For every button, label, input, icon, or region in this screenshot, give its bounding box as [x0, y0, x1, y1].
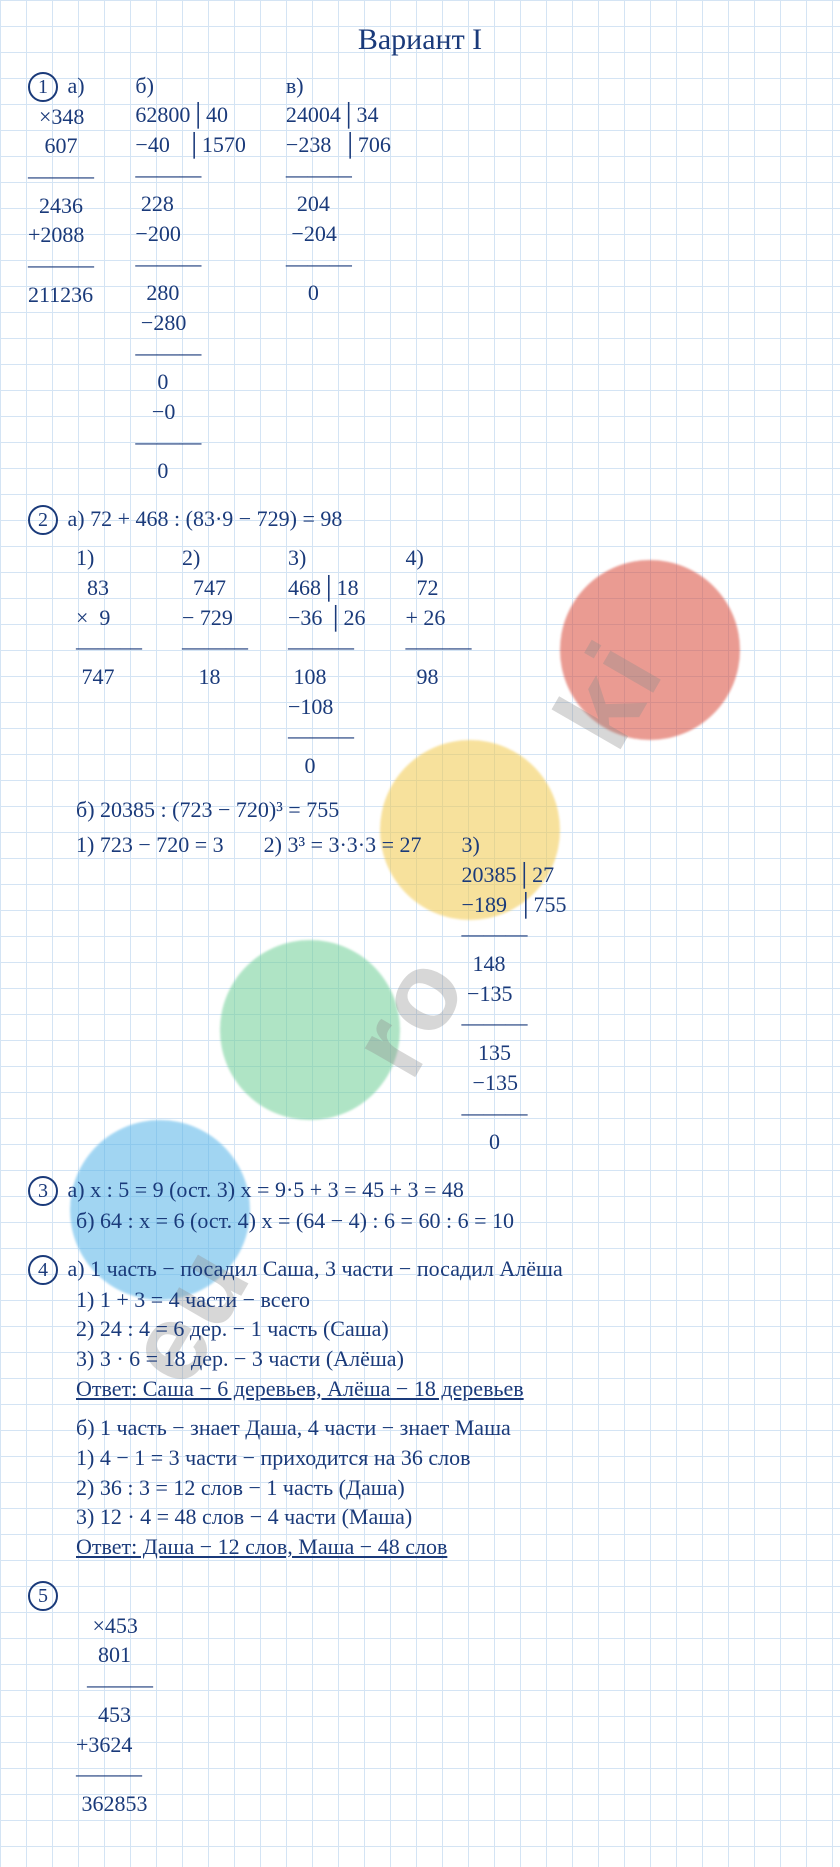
problem-4: 4 а) 1 часть − посадил Саша, 3 части − п…	[28, 1254, 812, 1562]
p2a-expr: 72 + 468 : (83·9 − 729) = 98	[90, 506, 342, 531]
p2b-step2: 2) 3³ = 3·3·3 = 27	[264, 830, 422, 860]
problem-1b: б) 62800│40 −40 │1570 ——— 228 −200 ——— 2…	[135, 71, 246, 487]
p4a-s2: 2) 24 : 4 = 6 дер. − 1 часть (Саша)	[76, 1314, 812, 1344]
p1b-label: б)	[135, 73, 154, 98]
p2a-step3-work: 468│18 −36 │26 ——— 108 −108 ——— 0	[288, 573, 366, 781]
p4b-answer: Ответ: Даша − 12 слов, Маша − 48 слов	[76, 1532, 812, 1562]
problem-number-3: 3	[28, 1176, 58, 1206]
p2a-step4-work: 72 + 26 ——— 98	[406, 573, 472, 692]
p1a-work: ×348 607 ——— 2436 +2088 ——— 211236	[28, 102, 95, 310]
p2b-step1: 1) 723 − 720 = 3	[76, 830, 224, 860]
p2a-step2: 2) 747 − 729 ——— 18	[182, 543, 248, 691]
p4a-answer: Ответ: Саша − 6 деревьев, Алёша − 18 дер…	[76, 1374, 812, 1404]
problem-number-4: 4	[28, 1255, 58, 1285]
p2a-label: а)	[68, 506, 85, 531]
p2a-step1-label: 1)	[76, 545, 94, 570]
p4a-header: а) 1 часть − посадил Саша, 3 части − пос…	[68, 1256, 563, 1281]
problem-2: 2 а) 72 + 468 : (83·9 − 729) = 98 1) 83 …	[28, 504, 812, 1157]
p2a-step1: 1) 83 × 9 ——— 747	[76, 543, 142, 691]
p3b: б) 64 : x = 6 (ост. 4) x = (64 − 4) : 6 …	[76, 1206, 812, 1236]
problem-1: 1 а) ×348 607 ——— 2436 +2088 ——— 211236 …	[28, 71, 812, 487]
p1v-work: 24004│34 −238 │706 ——— 204 −204 ——— 0	[286, 100, 391, 308]
problem-number-2: 2	[28, 505, 58, 535]
p2a-step2-label: 2)	[182, 545, 200, 570]
page-title: Вариант I	[28, 20, 812, 61]
p5-work: ×453 801 ——— 453 +3624 ——— 362853	[76, 1611, 812, 1819]
problem-1v: в) 24004│34 −238 │706 ——— 204 −204 ——— 0	[286, 71, 391, 309]
p2a-step4: 4) 72 + 26 ——— 98	[406, 543, 472, 691]
p2b-step3: 3) 20385│27 −189 │755 ——— 148 −135 ——— 1…	[462, 830, 567, 1157]
p2b-expr: 20385 : (723 − 720)³ = 755	[100, 797, 339, 822]
p4b-header: б) 1 часть − знает Даша, 4 части − знает…	[76, 1413, 812, 1443]
p4b-s2: 2) 36 : 3 = 12 слов − 1 часть (Даша)	[76, 1473, 812, 1503]
p4b-s1: 1) 4 − 1 = 3 части − приходится на 36 сл…	[76, 1443, 812, 1473]
p2a-step2-work: 747 − 729 ——— 18	[182, 573, 248, 692]
p2a-step3-label: 3)	[288, 545, 306, 570]
p1v-label: в)	[286, 73, 304, 98]
p2a-step1-work: 83 × 9 ——— 747	[76, 573, 142, 692]
p2a-step4-label: 4)	[406, 545, 424, 570]
problem-number-5: 5	[28, 1581, 58, 1611]
p4a-s3: 3) 3 · 6 = 18 дер. − 3 части (Алёша)	[76, 1344, 812, 1374]
p2b-step3-work: 20385│27 −189 │755 ——— 148 −135 ——— 135 …	[462, 860, 567, 1157]
p3a: а) x : 5 = 9 (ост. 3) x = 9·5 + 3 = 45 +…	[68, 1177, 464, 1202]
p2b-step3-label: 3)	[462, 832, 480, 857]
p2b-label: б)	[76, 797, 95, 822]
p1a-label: а)	[68, 73, 85, 98]
page-content: Вариант I 1 а) ×348 607 ——— 2436 +2088 —…	[0, 0, 840, 1867]
problem-3: 3 а) x : 5 = 9 (ост. 3) x = 9·5 + 3 = 45…	[28, 1175, 812, 1236]
p4a-s1: 1) 1 + 3 = 4 части − всего	[76, 1285, 812, 1315]
problem-1a: 1 а) ×348 607 ——— 2436 +2088 ——— 211236	[28, 71, 95, 310]
p2a-step3: 3) 468│18 −36 │26 ——— 108 −108 ——— 0	[288, 543, 366, 781]
p1b-work: 62800│40 −40 │1570 ——— 228 −200 ——— 280 …	[135, 100, 246, 486]
p4b-s3: 3) 12 · 4 = 48 слов − 4 части (Маша)	[76, 1502, 812, 1532]
problem-5: 5 ×453 801 ——— 453 +3624 ——— 362853	[28, 1580, 812, 1819]
problem-number-1: 1	[28, 72, 58, 102]
